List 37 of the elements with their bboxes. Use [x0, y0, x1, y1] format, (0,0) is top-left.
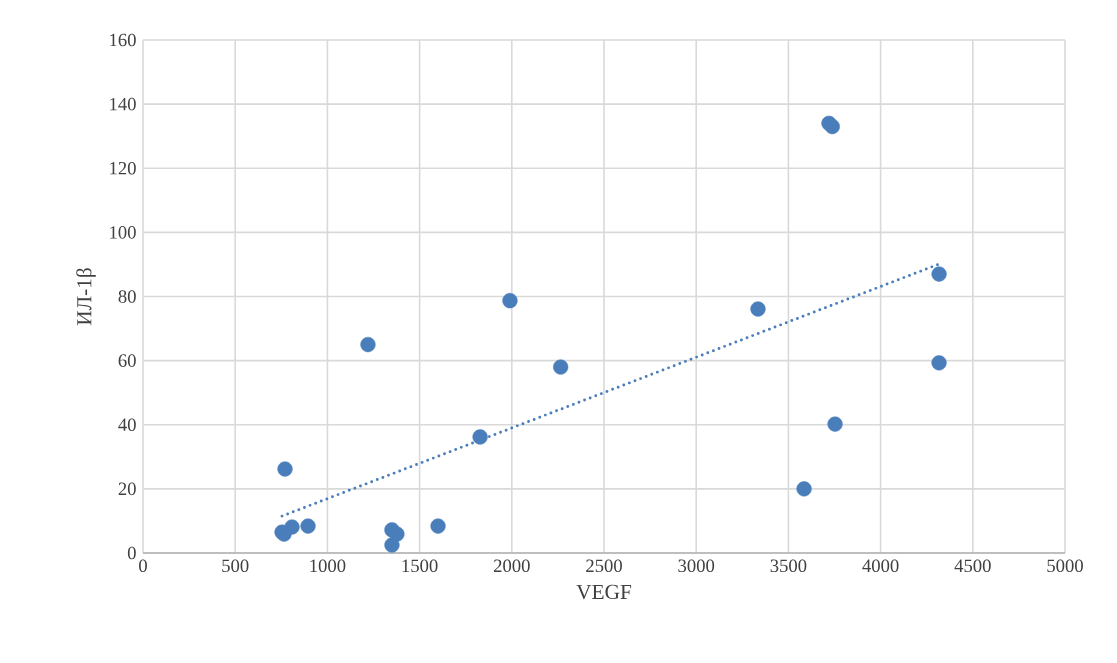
y-tick-label: 140 — [110, 97, 136, 111]
point — [430, 518, 446, 534]
point — [824, 118, 840, 135]
point — [750, 301, 766, 317]
point — [277, 461, 293, 477]
x-tick-label: 3000 — [678, 559, 715, 573]
y-axis-title: ИЛ-1β — [76, 268, 96, 326]
point — [796, 481, 812, 497]
x-tick-label: 1000 — [310, 559, 346, 573]
y-tick-label: 40 — [118, 418, 136, 432]
point — [502, 293, 518, 309]
x-tick-label: 500 — [222, 559, 249, 573]
point — [472, 429, 488, 445]
x-tick-label: 4000 — [862, 559, 899, 573]
y-tick-label: 160 — [110, 33, 136, 47]
x-tick-label: 1500 — [402, 559, 438, 573]
y-tick-label: 80 — [118, 290, 136, 303]
x-tick-label: 5000 — [1047, 559, 1083, 573]
point — [300, 518, 316, 534]
y-tick-label: 0 — [127, 546, 136, 560]
point — [827, 416, 843, 432]
x-tick-label: 2500 — [586, 559, 622, 573]
x-tick-label: 0 — [139, 559, 147, 573]
x-tick-label: 2000 — [493, 559, 530, 573]
point — [384, 537, 400, 553]
point — [931, 355, 947, 371]
y-tick-label: 20 — [118, 482, 136, 496]
y-tick-label: 100 — [110, 226, 136, 239]
point — [284, 519, 300, 535]
x-tick-label: 4500 — [954, 559, 991, 573]
x-axis-title: VEGF — [576, 584, 632, 600]
point — [553, 359, 569, 375]
x-tick-label: 3500 — [770, 559, 807, 573]
point — [931, 266, 947, 282]
point — [360, 336, 376, 353]
y-tick-label: 60 — [118, 354, 136, 367]
y-tick-label: 120 — [110, 161, 136, 175]
